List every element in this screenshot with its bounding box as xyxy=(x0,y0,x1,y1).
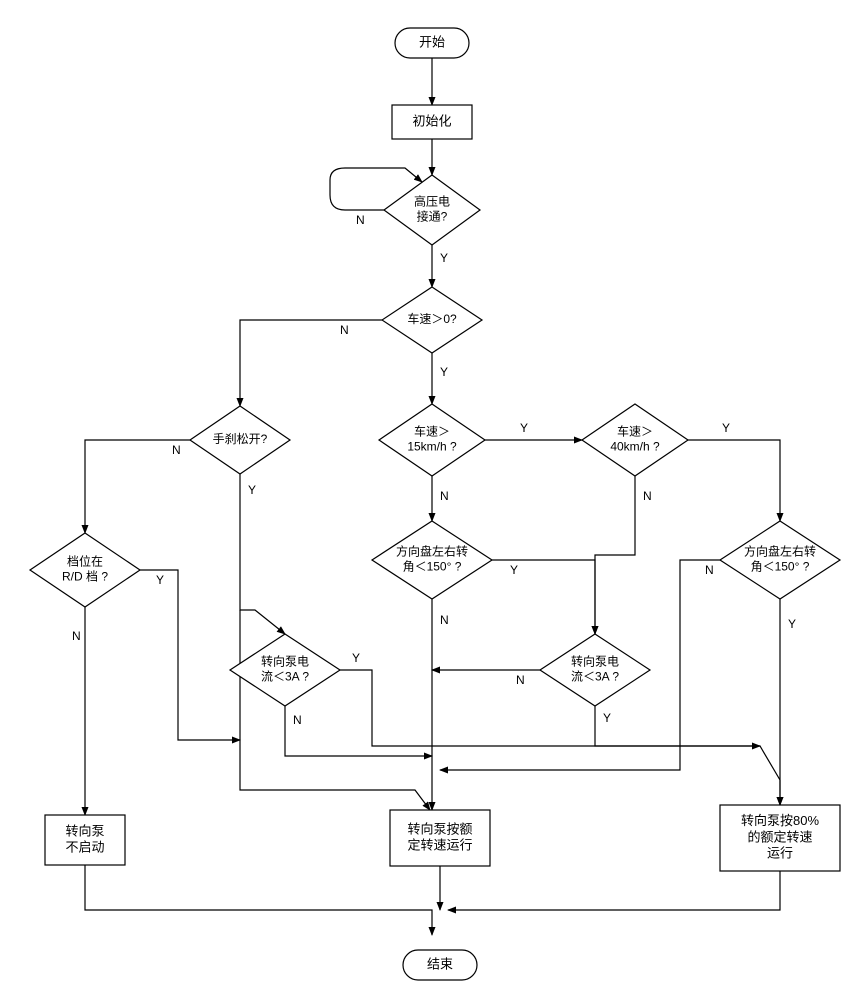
svg-text:结束: 结束 xyxy=(427,956,453,971)
svg-text:转向泵按额: 转向泵按额 xyxy=(407,821,472,836)
edge-label: N xyxy=(643,489,652,503)
edge xyxy=(595,476,635,634)
node-cur_l: 转向泵电流＜3A ? xyxy=(230,634,340,706)
edge-label: Y xyxy=(510,563,518,577)
edge-label: Y xyxy=(520,421,528,435)
edge xyxy=(340,670,780,805)
node-handbrake: 手刹松开? xyxy=(190,406,290,474)
edge xyxy=(492,560,595,634)
edge-label: Y xyxy=(352,651,360,665)
svg-text:40km/h ?: 40km/h ? xyxy=(610,440,660,454)
edge-label: N xyxy=(440,489,449,503)
svg-text:运行: 运行 xyxy=(767,846,793,861)
svg-text:高压电: 高压电 xyxy=(414,194,450,209)
node-angle_r: 方向盘左右转角＜150° ? xyxy=(720,521,840,599)
edge-label: Y xyxy=(722,421,730,435)
edge-label: Y xyxy=(440,365,448,379)
node-angle_l: 方向盘左右转角＜150° ? xyxy=(372,521,492,599)
edge-label: N xyxy=(516,673,525,687)
svg-text:车速＞: 车速＞ xyxy=(617,424,653,439)
svg-text:角＜150° ?: 角＜150° ? xyxy=(751,560,810,574)
node-pump_no: 转向泵不启动 xyxy=(45,815,125,865)
svg-text:转向泵电: 转向泵电 xyxy=(571,654,619,669)
node-end: 结束 xyxy=(403,950,477,980)
edge xyxy=(240,320,382,406)
node-pump_rated: 转向泵按额定转速运行 xyxy=(390,810,490,866)
edge xyxy=(595,706,760,746)
node-init: 初始化 xyxy=(392,105,472,139)
svg-text:的额定转速: 的额定转速 xyxy=(747,829,812,844)
svg-text:转向泵按80%: 转向泵按80% xyxy=(741,813,819,828)
edge-label: N xyxy=(172,443,181,457)
svg-text:车速＞: 车速＞ xyxy=(414,424,450,439)
svg-text:定转速运行: 定转速运行 xyxy=(407,838,472,853)
svg-text:转向泵: 转向泵 xyxy=(65,823,104,838)
edge xyxy=(240,610,430,810)
svg-text:方向盘左右转: 方向盘左右转 xyxy=(396,544,468,559)
edge-label: N xyxy=(72,629,81,643)
edge xyxy=(240,474,285,634)
edge-label: Y xyxy=(440,251,448,265)
svg-text:手刹松开?: 手刹松开? xyxy=(213,432,268,446)
edge-label: N xyxy=(440,613,449,627)
edge-label: N xyxy=(705,563,714,577)
svg-text:R/D 档 ?: R/D 档 ? xyxy=(62,570,108,584)
svg-text:不启动: 不启动 xyxy=(65,840,104,855)
node-hv_on: 高压电接通? xyxy=(384,175,480,245)
node-gear_rd: 档位在R/D 档 ? xyxy=(30,533,140,607)
svg-text:方向盘左右转: 方向盘左右转 xyxy=(744,544,816,559)
edge-label: Y xyxy=(248,483,256,497)
edge-label: N xyxy=(293,713,302,727)
edge xyxy=(688,440,780,521)
edge-label: N xyxy=(356,213,365,227)
edge xyxy=(140,570,240,740)
svg-text:15km/h ?: 15km/h ? xyxy=(407,440,457,454)
svg-text:档位在: 档位在 xyxy=(67,554,103,569)
svg-text:流＜3A ?: 流＜3A ? xyxy=(571,670,619,684)
edge-label: Y xyxy=(603,711,611,725)
node-speed15: 车速＞15km/h ? xyxy=(379,404,485,476)
edge xyxy=(285,706,432,756)
edge xyxy=(448,871,780,910)
svg-text:开始: 开始 xyxy=(419,34,445,49)
node-speed_gt0: 车速＞0? xyxy=(382,287,482,353)
svg-text:角＜150° ?: 角＜150° ? xyxy=(403,560,462,574)
node-cur_r: 转向泵电流＜3A ? xyxy=(540,634,650,706)
node-start: 开始 xyxy=(395,28,469,58)
node-pump_80: 转向泵按80%的额定转速运行 xyxy=(720,805,840,871)
edge-label: Y xyxy=(156,573,164,587)
svg-text:接通?: 接通? xyxy=(417,209,448,224)
svg-text:车速＞0?: 车速＞0? xyxy=(407,311,457,326)
edge-label: N xyxy=(340,323,349,337)
svg-text:转向泵电: 转向泵电 xyxy=(261,654,309,669)
edge-label: Y xyxy=(788,617,796,631)
node-speed40: 车速＞40km/h ? xyxy=(582,404,688,476)
svg-text:流＜3A ?: 流＜3A ? xyxy=(261,670,309,684)
edge xyxy=(85,865,432,935)
svg-text:初始化: 初始化 xyxy=(412,113,451,128)
